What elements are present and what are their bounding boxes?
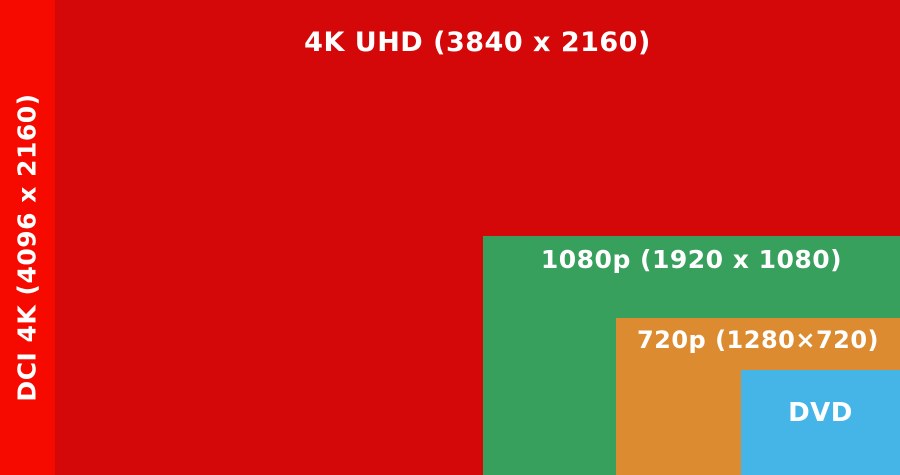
block-label-1080p: 1080p (1920 x 1080) (540, 245, 843, 274)
block-label-4k-uhd: 4K UHD (3840 x 2160) (304, 27, 651, 58)
block-label-dci-4k-wrapper: DCI 4K (4096 x 2160) (0, 0, 55, 475)
block-dci-4k (0, 0, 55, 475)
block-label-720p: 720p (1280×720) (636, 326, 880, 354)
block-label-dvd: DVD (788, 398, 853, 428)
block-label-dci-4k: DCI 4K (4096 x 2160) (13, 93, 42, 402)
block-dvd (741, 370, 900, 475)
